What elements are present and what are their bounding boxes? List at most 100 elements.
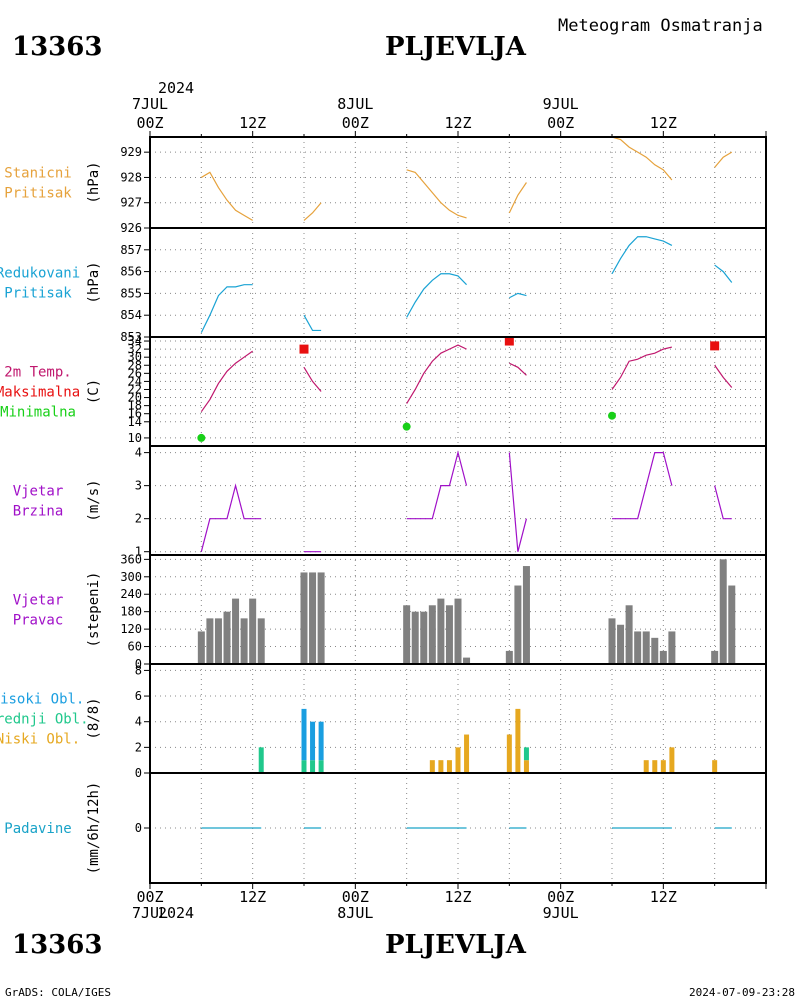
y-tick-label: 2 — [135, 512, 142, 526]
wind-direction-bar — [642, 631, 650, 664]
wind-direction-bar — [309, 572, 317, 664]
panel-label: Pravac — [13, 613, 64, 629]
top-hour-label: 12Z — [444, 114, 471, 132]
bottom-day-label: 8JUL — [337, 904, 373, 922]
series-line — [200, 483, 262, 552]
wind-direction-bar — [463, 657, 471, 664]
series-line — [201, 171, 253, 221]
wind-direction-bar — [668, 631, 676, 664]
y-tick-label: 0 — [135, 766, 142, 780]
series-line — [509, 292, 527, 299]
y-tick-label: 16 — [128, 407, 142, 421]
panel-label: Vjetar — [13, 484, 64, 500]
y-tick-label: 32 — [128, 342, 142, 356]
y-tick-label: 360 — [120, 552, 142, 566]
y-tick-label: 3 — [135, 479, 142, 493]
top-day-label: 9JUL — [543, 95, 579, 113]
top-day-label: 8JUL — [337, 95, 373, 113]
top-hour-label: 00Z — [136, 114, 163, 132]
panel-label: 2m Temp. — [4, 365, 71, 381]
wind-direction-bar — [728, 585, 736, 664]
series-line — [611, 236, 673, 275]
panel-label: Visoki Obl. — [0, 692, 84, 708]
y-tick-label: 0 — [135, 821, 142, 835]
cloud-cover-bar — [310, 721, 316, 761]
y-tick-label: 6 — [135, 689, 142, 703]
series-line — [611, 137, 673, 181]
top-hour-label: 00Z — [547, 114, 574, 132]
footer-station-id: 13363 — [12, 930, 102, 960]
wind-direction-bar — [608, 618, 616, 664]
y-tick-label: 22 — [128, 382, 142, 396]
minimum-temp-marker — [402, 422, 411, 431]
top-hour-label: 12Z — [650, 114, 677, 132]
bottom-hour-label: 00Z — [342, 888, 369, 906]
y-tick-label: 24 — [128, 374, 142, 388]
cloud-cover-bar — [643, 760, 649, 773]
y-tick-label: 857 — [120, 243, 142, 257]
series-line — [714, 151, 733, 168]
top-hour-label: 00Z — [342, 114, 369, 132]
y-tick-label: 20 — [128, 391, 142, 405]
wind-direction-bar — [197, 631, 205, 664]
top-year-label: 2024 — [158, 79, 194, 97]
panel-data — [197, 337, 733, 442]
wind-direction-bar — [437, 598, 445, 664]
wind-direction-bar — [505, 650, 513, 664]
cloud-cover-bar — [318, 760, 324, 773]
bottom-hour-label: 00Z — [136, 888, 163, 906]
y-tick-label: 926 — [120, 221, 142, 235]
cloud-cover-bar — [318, 721, 324, 761]
cloud-cover-bar — [506, 734, 512, 773]
wind-direction-bar — [522, 566, 530, 664]
panel-label: Maksimalna — [0, 385, 80, 401]
panel-7: 0 (mm/6h/12h) Padavine — [4, 772, 767, 884]
cloud-cover-bar — [515, 708, 521, 773]
unit-label: (m/s) — [86, 479, 102, 521]
y-tick-label: 929 — [120, 145, 142, 159]
cloud-cover-bar — [669, 747, 675, 773]
panel-data — [201, 137, 733, 221]
wind-direction-bar — [428, 605, 436, 664]
wind-direction-bar — [617, 624, 625, 664]
y-tick-label: 853 — [120, 330, 142, 344]
y-tick-label: 2 — [135, 740, 142, 754]
series-line — [406, 273, 467, 318]
wind-direction-bar — [659, 650, 667, 664]
series-line — [508, 182, 527, 214]
panel-frame — [149, 445, 767, 556]
unit-label: (hPa) — [86, 161, 102, 203]
panel-label: Pritisak — [4, 186, 72, 202]
panel-2: 853 854 855 856 857 (hPa) Redukovani Pritisak — [0, 227, 767, 344]
footer-station-name: PLJEVLJA — [385, 930, 527, 960]
panels: 926927928929(hPa)StanicniPritisak8538548… — [0, 136, 767, 884]
series-line — [200, 284, 253, 333]
cloud-cover-bar — [446, 760, 452, 773]
wind-direction-bar — [223, 611, 231, 664]
series-line — [303, 314, 322, 332]
panel-label: Niski Obl. — [0, 732, 80, 748]
panel-label: Brzina — [13, 504, 64, 520]
y-tick-label: 28 — [128, 358, 142, 372]
credit-text: GrADS: COLA/IGES — [5, 986, 111, 999]
y-tick-label: 4 — [135, 715, 142, 729]
minimum-temp-marker — [197, 433, 206, 442]
series-line — [714, 264, 733, 283]
panel-label: Minimalna — [0, 405, 76, 421]
panel-label: Redukovani — [0, 266, 80, 282]
bottom-day-label: 9JUL — [543, 904, 579, 922]
panel-label: Stanicni — [4, 166, 71, 182]
y-tick-label: 30 — [128, 350, 142, 364]
series-line — [509, 362, 527, 376]
bottom-hour-label: 12Z — [650, 888, 677, 906]
wind-direction-bar — [249, 598, 257, 664]
wind-direction-bar — [232, 598, 240, 664]
wind-direction-bar — [403, 605, 411, 664]
y-tick-label: 120 — [120, 622, 142, 636]
unit-label: (mm/6h/12h) — [86, 782, 102, 875]
panel-frame — [149, 227, 767, 338]
panel-4: 1 2 3 4 (m/s) Vjetar Brzina — [13, 445, 767, 559]
